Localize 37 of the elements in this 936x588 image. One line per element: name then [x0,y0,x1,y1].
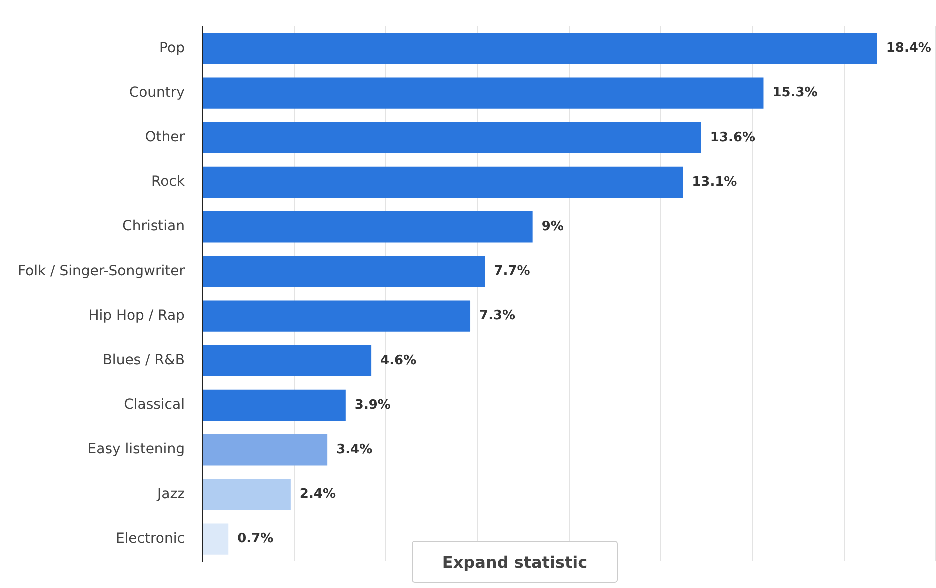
y-tick-label: Jazz [156,486,185,502]
y-tick-label: Pop [160,40,186,56]
bar [203,33,878,64]
data-label: 7.7% [494,264,530,280]
data-label: 3.4% [336,442,373,458]
data-label: 18.4% [886,41,932,56]
bar [203,434,328,466]
data-label: 0.7% [238,532,274,547]
y-tick-label: Rock [151,174,186,190]
data-label: 2.4% [300,487,336,502]
data-label: 13.6% [710,130,756,146]
bar [203,78,764,109]
bar [203,345,372,377]
bar [203,524,229,555]
y-tick-label: Blues / R&B [102,352,185,369]
data-label: 13.1% [692,174,738,190]
y-tick-label: Classical [124,397,185,414]
bar [203,122,702,154]
bar [203,211,533,243]
y-tick-label: Christian [122,218,185,235]
bar [203,256,486,288]
data-label: 3.9% [354,398,391,413]
y-tick-label: Other [145,130,186,146]
bar [203,390,346,422]
y-tick-label: Electronic [116,530,185,547]
data-label: 15.3% [772,86,818,101]
y-tick-label: Hip Hop / Rap [88,308,186,324]
data-label: 7.3% [480,308,516,324]
data-label: 9% [542,219,564,234]
data-label: 4.6% [380,353,417,368]
y-tick-label: Folk / Singer-Songwriter [18,263,186,280]
bar [203,479,291,510]
bar [203,300,471,332]
y-tick-label: Country [129,84,185,101]
bar [203,166,684,198]
y-tick-label: Easy listening [88,442,185,458]
expand-button[interactable]: Expand statistic [412,541,618,583]
